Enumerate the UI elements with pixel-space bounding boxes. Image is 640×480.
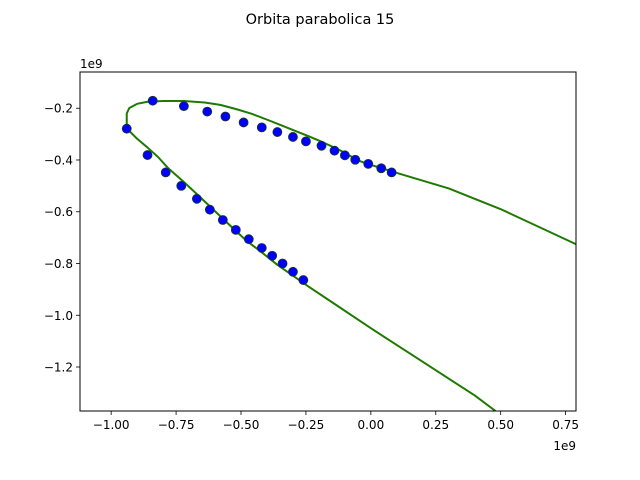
y-tick-label: −0.6 xyxy=(44,205,73,219)
data-point xyxy=(178,101,189,112)
data-point xyxy=(176,180,187,191)
data-point xyxy=(272,127,283,137)
data-point xyxy=(316,140,327,151)
y-tick-label: −0.8 xyxy=(44,257,73,271)
data-point xyxy=(363,158,374,169)
data-point xyxy=(267,250,278,261)
x-axis: −1.00 −0.75 −0.50 −0.25 0.00 0.25 0.50 0.75 xyxy=(93,411,579,432)
y-tick-label: −0.2 xyxy=(44,102,73,116)
x-tick-label: 0.50 xyxy=(487,418,514,432)
x-tick-label: −0.50 xyxy=(223,418,260,432)
axes-frame xyxy=(79,71,577,412)
data-point xyxy=(288,266,298,277)
x-tick-label: 0.75 xyxy=(552,418,579,432)
data-point xyxy=(243,234,254,245)
y-tick-label: −0.4 xyxy=(44,153,73,167)
y-tick-label: −1.2 xyxy=(44,361,73,375)
data-point xyxy=(204,204,215,215)
y-offset-label: 1e9 xyxy=(80,57,103,71)
data-point xyxy=(301,136,311,147)
data-point xyxy=(256,122,267,133)
y-tick-label: −1.0 xyxy=(44,309,73,323)
x-tick-label: 0.25 xyxy=(422,418,449,432)
plot-area xyxy=(121,95,576,411)
data-point xyxy=(121,123,132,134)
data-point xyxy=(220,111,231,122)
data-point xyxy=(160,167,171,178)
x-tick-label: 0.00 xyxy=(357,418,384,432)
data-point xyxy=(376,163,387,174)
data-point xyxy=(256,243,267,253)
data-point xyxy=(230,224,241,235)
data-point xyxy=(147,95,158,106)
data-point xyxy=(288,132,298,142)
data-point xyxy=(350,154,361,165)
data-point xyxy=(329,145,340,156)
data-point xyxy=(386,167,397,178)
data-point xyxy=(217,215,228,225)
x-tick-label: −1.00 xyxy=(93,418,130,432)
data-point xyxy=(298,275,309,285)
chart-title: Orbita parabolica 15 xyxy=(246,12,395,28)
data-point xyxy=(202,106,213,117)
x-tick-label: −0.25 xyxy=(288,418,325,432)
data-point xyxy=(277,258,288,269)
x-offset-label: 1e9 xyxy=(553,439,576,453)
data-point xyxy=(142,150,153,160)
data-point xyxy=(238,117,249,128)
data-point xyxy=(339,150,350,161)
data-point xyxy=(191,193,202,204)
y-axis: −0.2 −0.4 −0.6 −0.8 −1.0 −1.2 xyxy=(44,102,80,375)
x-tick-label: −0.75 xyxy=(158,418,195,432)
